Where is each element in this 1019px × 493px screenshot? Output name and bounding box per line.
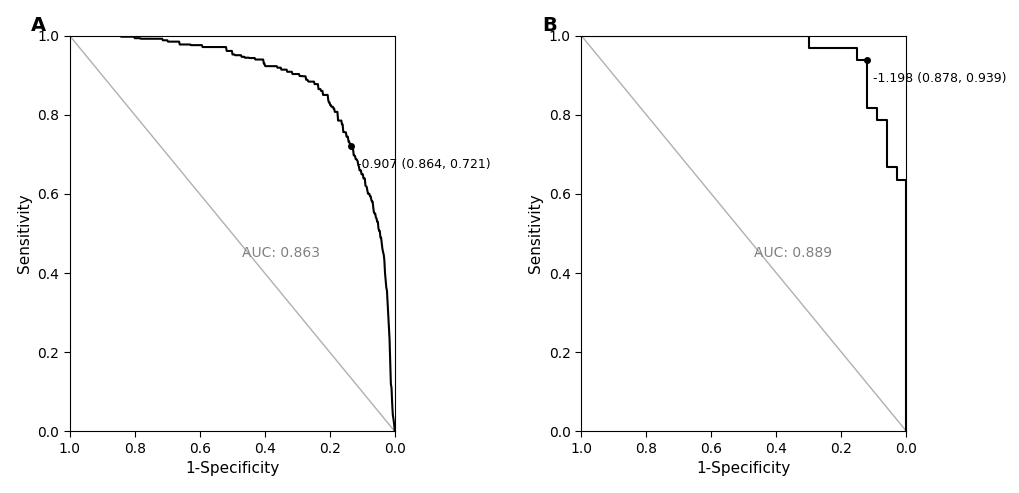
X-axis label: 1-Specificity: 1-Specificity xyxy=(696,461,791,476)
Text: -1.198 (0.878, 0.939): -1.198 (0.878, 0.939) xyxy=(872,71,1006,85)
Y-axis label: Sensitivity: Sensitivity xyxy=(16,194,32,273)
Text: AUC: 0.863: AUC: 0.863 xyxy=(242,246,320,260)
Text: AUC: 0.889: AUC: 0.889 xyxy=(753,246,830,260)
Text: -0.907 (0.864, 0.721): -0.907 (0.864, 0.721) xyxy=(357,158,490,171)
Y-axis label: Sensitivity: Sensitivity xyxy=(528,194,543,273)
X-axis label: 1-Specificity: 1-Specificity xyxy=(184,461,279,476)
Text: B: B xyxy=(542,16,556,35)
Text: A: A xyxy=(31,16,46,35)
